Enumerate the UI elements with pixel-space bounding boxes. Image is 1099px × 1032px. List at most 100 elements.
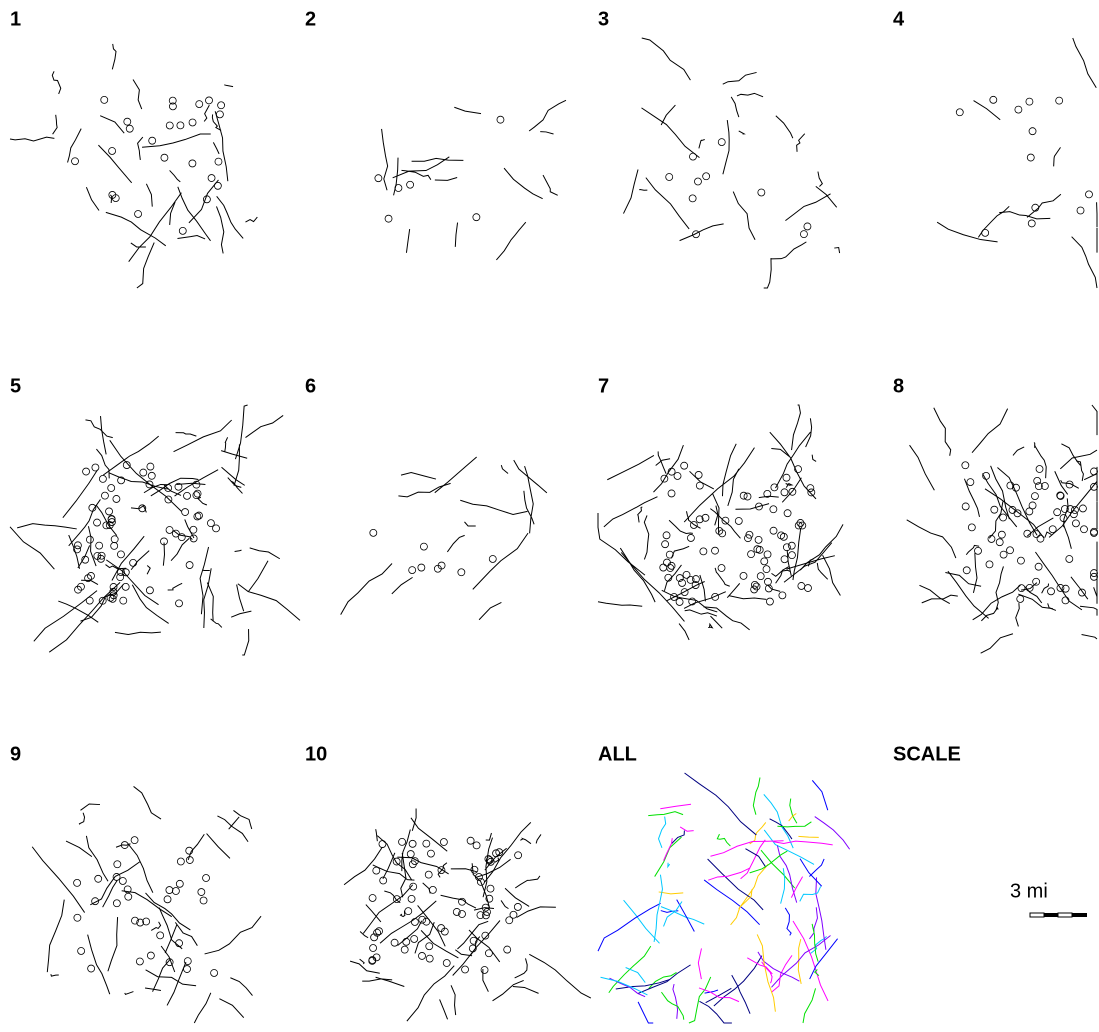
route-line <box>812 924 818 962</box>
stop-marker <box>988 535 995 542</box>
panel-map <box>375 100 566 260</box>
route-line <box>501 465 508 473</box>
route-line <box>798 836 818 837</box>
stop-marker <box>179 227 186 234</box>
route-line <box>110 440 182 511</box>
stop-marker <box>967 479 974 486</box>
route-line <box>1048 603 1056 610</box>
stop-marker <box>764 578 771 585</box>
route-line <box>671 546 689 558</box>
route-line <box>661 992 683 1020</box>
route-line <box>812 455 816 462</box>
route-line <box>638 507 643 522</box>
route-line <box>224 85 233 87</box>
route-line <box>1035 552 1082 610</box>
stop-marker <box>124 118 131 125</box>
route-line <box>974 101 1001 120</box>
panel-map <box>344 809 591 1022</box>
stop-marker <box>1017 595 1024 602</box>
stop-marker <box>177 858 184 865</box>
route-line <box>515 958 528 978</box>
stop-marker <box>1080 526 1087 533</box>
stop-marker <box>111 542 118 549</box>
route-line <box>147 565 150 574</box>
stop-marker <box>429 886 436 893</box>
stop-marker <box>975 547 982 554</box>
stop-marker <box>74 914 81 921</box>
route-line <box>776 116 793 138</box>
stop-marker <box>119 877 126 884</box>
stop-marker <box>375 175 382 182</box>
stop-marker <box>218 102 225 109</box>
stop-marker <box>420 543 427 550</box>
route-line <box>996 566 1003 610</box>
stop-marker <box>423 918 430 925</box>
route-line <box>623 170 638 214</box>
stop-marker <box>781 556 788 563</box>
route-line <box>791 877 802 898</box>
route-line <box>919 585 949 603</box>
route-line <box>704 880 759 925</box>
route-line <box>515 876 540 888</box>
route-line <box>1034 442 1035 447</box>
stop-marker <box>758 189 765 196</box>
route-line <box>646 178 689 229</box>
stop-marker <box>86 536 93 543</box>
route-line <box>671 831 684 844</box>
route-line <box>745 849 765 867</box>
stop-marker <box>712 547 719 554</box>
route-line <box>800 524 843 570</box>
route-line <box>642 38 691 80</box>
stop-marker <box>393 896 400 903</box>
route-line <box>469 930 500 962</box>
route-line <box>723 72 757 84</box>
route-line <box>735 504 769 510</box>
route-line <box>806 418 812 447</box>
route-line <box>1018 594 1053 609</box>
route-line <box>1071 577 1088 599</box>
route-line <box>782 478 801 503</box>
stop-marker <box>165 485 172 492</box>
stop-marker <box>95 875 102 882</box>
route-line <box>1035 445 1047 478</box>
route-line <box>604 497 658 527</box>
route-line <box>708 868 750 880</box>
route-line <box>686 511 700 528</box>
stop-marker <box>166 887 173 894</box>
stop-marker <box>804 223 811 230</box>
route-line <box>1092 405 1097 435</box>
route-line <box>834 248 839 253</box>
route-line <box>137 243 154 288</box>
stop-marker <box>663 559 670 566</box>
stop-marker <box>74 879 81 886</box>
route-line <box>786 556 834 569</box>
stop-marker <box>373 867 380 874</box>
stop-marker <box>423 840 430 847</box>
route-line <box>407 966 454 1021</box>
route-line <box>86 187 99 210</box>
route-line <box>53 115 58 134</box>
stop-marker <box>962 462 969 469</box>
route-line <box>785 908 791 936</box>
scale-label: 3 mi <box>1010 880 1048 902</box>
stop-marker <box>425 871 432 878</box>
route-line <box>115 632 161 634</box>
route-line <box>496 222 525 260</box>
route-line <box>536 834 541 843</box>
route-line <box>360 959 365 964</box>
stop-marker <box>136 958 143 965</box>
route-line <box>798 939 801 984</box>
route-line <box>598 513 645 575</box>
route-line <box>598 602 642 606</box>
route-line <box>473 533 528 589</box>
route-line <box>639 189 647 190</box>
stop-marker <box>184 958 191 965</box>
route-line <box>710 841 783 857</box>
stop-marker <box>771 484 778 491</box>
route-line <box>543 175 558 195</box>
route-line <box>1084 473 1097 479</box>
stop-marker <box>1015 106 1022 113</box>
route-line <box>392 577 413 594</box>
route-line <box>125 992 134 995</box>
stop-marker <box>395 185 402 192</box>
